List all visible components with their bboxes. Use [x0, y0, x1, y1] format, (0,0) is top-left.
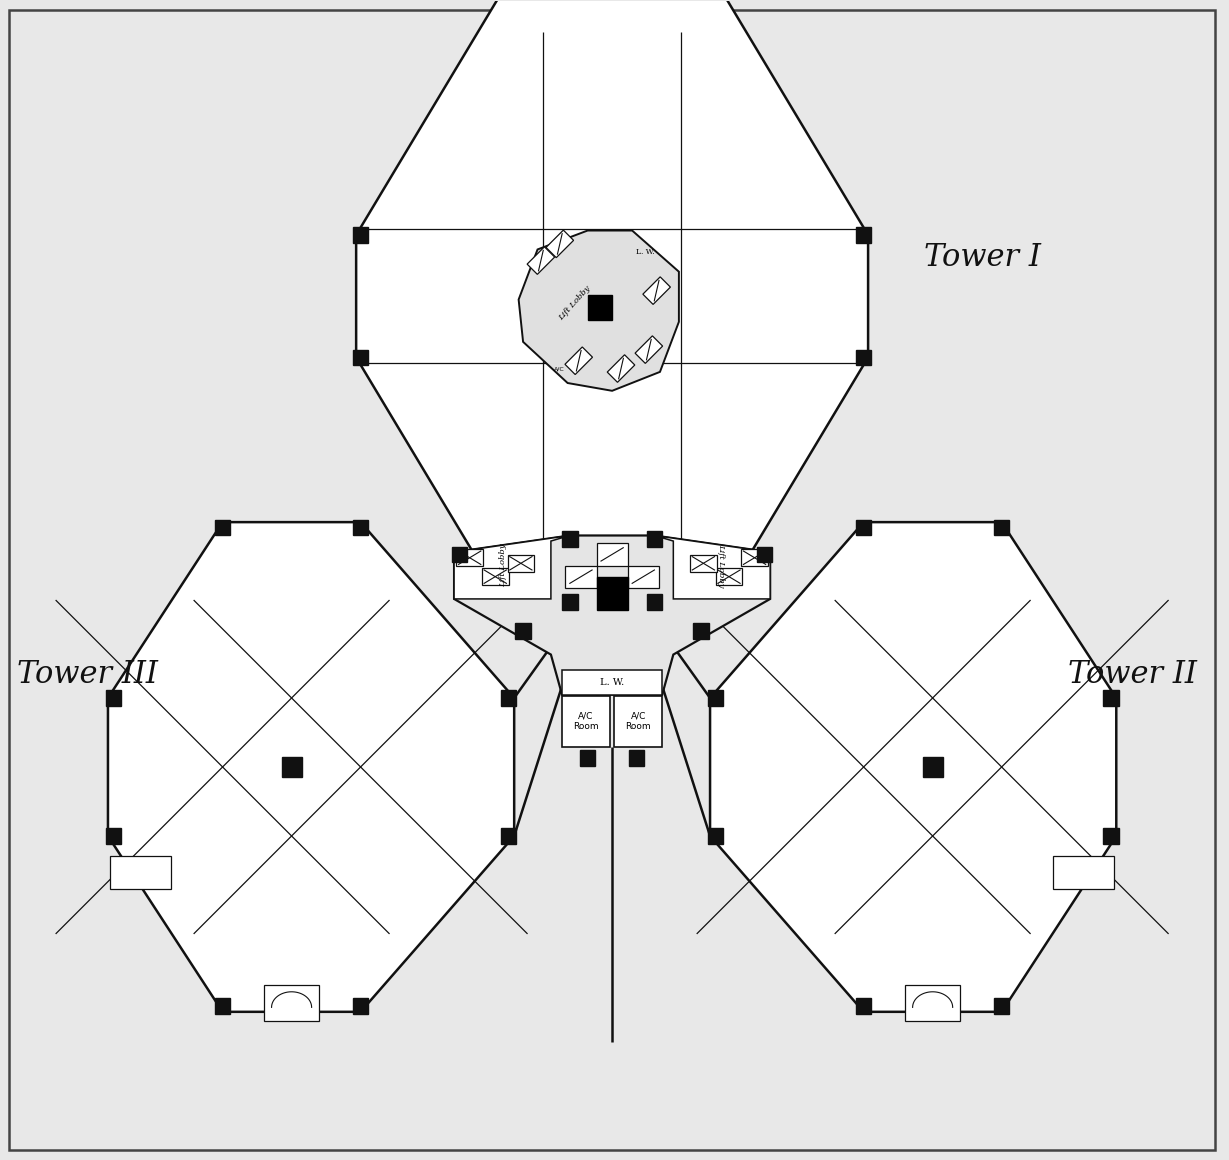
- Bar: [1053, 856, 1113, 890]
- FancyBboxPatch shape: [643, 277, 670, 304]
- Polygon shape: [501, 828, 516, 843]
- Polygon shape: [562, 594, 578, 610]
- Bar: [456, 550, 483, 566]
- Bar: [689, 554, 717, 572]
- Polygon shape: [515, 623, 531, 639]
- Bar: [741, 550, 768, 566]
- FancyBboxPatch shape: [527, 247, 554, 275]
- Bar: [562, 670, 662, 695]
- Text: Tower III: Tower III: [17, 659, 157, 690]
- Text: L. W.: L. W.: [600, 677, 624, 687]
- Polygon shape: [855, 349, 871, 365]
- Polygon shape: [654, 536, 771, 599]
- Bar: [587, 295, 612, 319]
- Polygon shape: [710, 522, 1116, 1012]
- Polygon shape: [353, 349, 369, 365]
- Text: A/C
Room: A/C Room: [626, 711, 651, 731]
- Polygon shape: [353, 520, 369, 536]
- Polygon shape: [855, 227, 871, 242]
- Polygon shape: [855, 999, 871, 1014]
- FancyBboxPatch shape: [546, 230, 574, 258]
- Polygon shape: [580, 751, 595, 766]
- Polygon shape: [923, 757, 943, 777]
- Polygon shape: [215, 520, 230, 536]
- Polygon shape: [108, 522, 514, 1012]
- Polygon shape: [519, 231, 678, 391]
- Text: Lift Lobby: Lift Lobby: [557, 284, 592, 321]
- FancyBboxPatch shape: [635, 336, 662, 363]
- Polygon shape: [215, 999, 230, 1014]
- Text: Lift Lobby: Lift Lobby: [499, 544, 508, 587]
- Bar: [111, 856, 171, 890]
- Polygon shape: [106, 690, 122, 705]
- FancyBboxPatch shape: [607, 355, 635, 383]
- Polygon shape: [646, 531, 662, 546]
- Polygon shape: [629, 751, 644, 766]
- Polygon shape: [708, 828, 724, 843]
- Polygon shape: [693, 623, 709, 639]
- Bar: [264, 985, 320, 1021]
- Polygon shape: [353, 227, 369, 242]
- Polygon shape: [994, 999, 1009, 1014]
- Polygon shape: [646, 594, 662, 610]
- Polygon shape: [106, 828, 122, 843]
- Text: Lift Lobby: Lift Lobby: [718, 544, 725, 587]
- Bar: [614, 696, 662, 747]
- Text: Tower II: Tower II: [1068, 659, 1197, 690]
- Polygon shape: [562, 531, 578, 546]
- Polygon shape: [353, 999, 369, 1014]
- Text: Tower I: Tower I: [924, 241, 1041, 273]
- Polygon shape: [1102, 828, 1118, 843]
- Polygon shape: [454, 536, 570, 599]
- Bar: [596, 543, 628, 566]
- Polygon shape: [994, 520, 1009, 536]
- Text: A/C: A/C: [554, 367, 565, 371]
- Bar: [596, 577, 628, 610]
- Polygon shape: [855, 520, 871, 536]
- Bar: [565, 566, 596, 588]
- Text: A/C
Room: A/C Room: [573, 711, 599, 731]
- Text: L. W.: L. W.: [637, 248, 655, 255]
- Bar: [562, 696, 610, 747]
- Polygon shape: [757, 546, 772, 563]
- Bar: [482, 568, 509, 585]
- Bar: [905, 985, 961, 1021]
- Polygon shape: [454, 536, 771, 695]
- FancyBboxPatch shape: [565, 347, 592, 375]
- Bar: [715, 568, 742, 585]
- Polygon shape: [356, 0, 868, 636]
- Polygon shape: [281, 757, 301, 777]
- Bar: [628, 566, 659, 588]
- Polygon shape: [501, 690, 516, 705]
- Polygon shape: [708, 690, 724, 705]
- Polygon shape: [452, 546, 467, 563]
- Polygon shape: [1102, 690, 1118, 705]
- Bar: [508, 554, 535, 572]
